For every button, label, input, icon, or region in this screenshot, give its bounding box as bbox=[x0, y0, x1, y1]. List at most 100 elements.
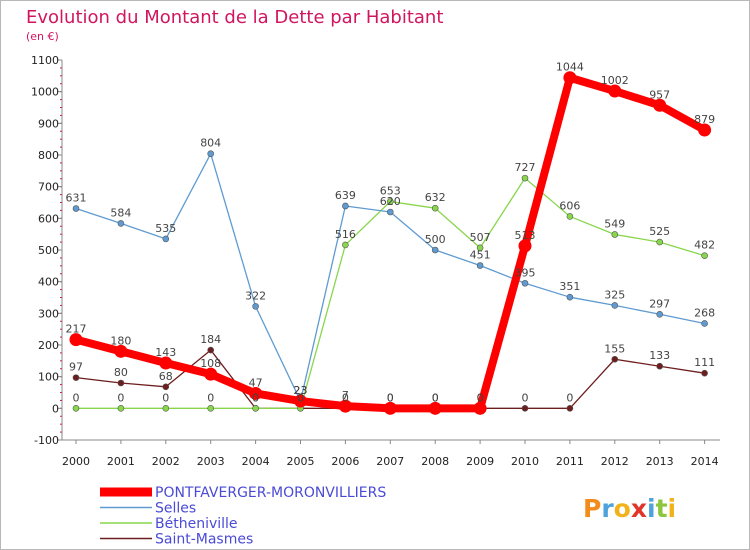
y-tick-label: 700 bbox=[38, 181, 59, 194]
data-point-pontfaverger-moronvilliers bbox=[69, 333, 83, 347]
x-tick-label: 2001 bbox=[107, 455, 135, 468]
legend-label: Saint-Masmes bbox=[155, 532, 253, 548]
value-label-saint-masmes: 80 bbox=[114, 366, 128, 379]
data-point-saint-masmes bbox=[207, 346, 214, 354]
data-point-saint-masmes bbox=[72, 374, 80, 381]
data-point-b-theniville bbox=[701, 252, 708, 259]
value-label-selles: 395 bbox=[515, 266, 536, 279]
value-label-b-theniville: 727 bbox=[515, 161, 536, 174]
value-label-saint-masmes: 0 bbox=[522, 391, 529, 404]
y-tick-label: 600 bbox=[38, 212, 59, 225]
logo-text: Proxiti bbox=[583, 494, 676, 523]
value-label-b-theniville: 653 bbox=[380, 185, 401, 198]
data-point-selles bbox=[656, 310, 664, 318]
value-label-pontfaverger-moronvilliers: 143 bbox=[155, 346, 176, 359]
value-label-b-theniville: 516 bbox=[335, 228, 356, 241]
value-label-saint-masmes: 111 bbox=[694, 356, 715, 369]
value-label-selles: 325 bbox=[604, 288, 625, 301]
value-label-selles: 23 bbox=[294, 384, 308, 397]
value-label-pontfaverger-moronvilliers: 217 bbox=[66, 323, 87, 336]
axes: -100010020030040050060070080090010001100… bbox=[31, 54, 720, 468]
data-point-b-theniville bbox=[117, 405, 125, 412]
data-point-b-theniville bbox=[72, 405, 80, 412]
value-label-selles: 584 bbox=[110, 206, 131, 219]
data-point-pontfaverger-moronvilliers bbox=[518, 239, 532, 253]
value-label-b-theniville: 507 bbox=[470, 231, 491, 244]
value-label-selles: 500 bbox=[425, 233, 446, 246]
value-label-saint-masmes: 68 bbox=[159, 370, 173, 383]
data-point-pontfaverger-moronvilliers bbox=[428, 401, 442, 415]
proxiti-logo: Proxiti bbox=[583, 494, 676, 523]
value-label-b-theniville: 0 bbox=[73, 391, 80, 404]
y-tick-label: 800 bbox=[38, 149, 59, 162]
value-label-b-theniville: 482 bbox=[694, 239, 715, 252]
data-point-b-theniville bbox=[566, 213, 574, 220]
value-label-pontfaverger-moronvilliers: 7 bbox=[342, 389, 349, 402]
value-label-b-theniville: 525 bbox=[649, 225, 670, 238]
value-label-pontfaverger-moronvilliers: 1044 bbox=[556, 61, 584, 74]
value-label-selles: 451 bbox=[470, 249, 491, 262]
data-point-saint-masmes bbox=[162, 383, 170, 391]
x-tick-label: 2009 bbox=[466, 455, 494, 468]
x-tick-label: 2005 bbox=[287, 455, 315, 468]
data-point-b-theniville bbox=[611, 231, 619, 238]
value-label-saint-masmes: 155 bbox=[604, 342, 625, 355]
data-point-pontfaverger-moronvilliers bbox=[563, 71, 577, 85]
data-point-selles bbox=[566, 293, 574, 301]
value-label-selles: 322 bbox=[245, 289, 266, 302]
value-label-b-theniville: 606 bbox=[559, 199, 580, 212]
chart-subtitle: (en €) bbox=[26, 30, 59, 43]
data-point-b-theniville bbox=[521, 174, 529, 182]
data-point-selles bbox=[162, 235, 170, 243]
data-point-saint-masmes bbox=[701, 369, 708, 377]
value-label-saint-masmes: 0 bbox=[566, 391, 573, 404]
x-tick-label: 2004 bbox=[242, 455, 270, 468]
x-tick-label: 2013 bbox=[646, 455, 674, 468]
data-point-saint-masmes bbox=[611, 355, 619, 363]
data-point-pontfaverger-moronvilliers bbox=[653, 98, 667, 112]
y-tick-label: 400 bbox=[38, 276, 59, 289]
value-label-saint-masmes: 184 bbox=[200, 333, 221, 346]
value-label-pontfaverger-moronvilliers: 0 bbox=[387, 391, 394, 404]
value-label-selles: 631 bbox=[66, 192, 87, 205]
data-point-b-theniville bbox=[162, 405, 170, 412]
x-tick-label: 2002 bbox=[152, 455, 180, 468]
data-point-b-theniville bbox=[386, 198, 394, 205]
data-point-pontfaverger-moronvilliers bbox=[294, 394, 307, 408]
data-point-selles bbox=[431, 246, 439, 254]
x-tick-label: 2011 bbox=[556, 455, 584, 468]
x-tick-label: 2012 bbox=[601, 455, 629, 468]
data-point-selles bbox=[476, 262, 484, 269]
value-label-pontfaverger-moronvilliers: 0 bbox=[432, 391, 439, 404]
data-point-selles bbox=[117, 220, 125, 227]
value-label-b-theniville: 0 bbox=[162, 391, 169, 404]
value-label-saint-masmes: 133 bbox=[649, 349, 670, 362]
data-point-saint-masmes bbox=[566, 405, 574, 412]
y-tick-label: 1100 bbox=[31, 54, 59, 67]
value-label-b-theniville: 549 bbox=[604, 217, 625, 230]
value-label-pontfaverger-moronvilliers: 957 bbox=[649, 88, 670, 101]
data-point-b-theniville bbox=[656, 238, 664, 246]
value-label-saint-masmes: 0 bbox=[297, 391, 304, 404]
data-point-pontfaverger-moronvilliers bbox=[608, 84, 622, 98]
value-label-pontfaverger-moronvilliers: 879 bbox=[694, 113, 715, 126]
x-tick-label: 2003 bbox=[197, 455, 225, 468]
data-point-b-theniville bbox=[252, 405, 259, 412]
x-tick-label: 2000 bbox=[62, 455, 90, 468]
data-point-selles bbox=[701, 320, 708, 327]
x-tick-label: 2006 bbox=[331, 455, 359, 468]
y-tick-label: -100 bbox=[34, 434, 59, 447]
value-label-selles: 804 bbox=[200, 137, 221, 150]
data-point-selles bbox=[342, 202, 349, 210]
value-label-selles: 351 bbox=[559, 280, 580, 293]
series-layer bbox=[69, 71, 712, 415]
data-point-b-theniville bbox=[342, 241, 349, 249]
value-label-pontfaverger-moronvilliers: 47 bbox=[249, 376, 263, 389]
x-tick-label: 2007 bbox=[376, 455, 404, 468]
data-point-selles bbox=[207, 150, 214, 158]
value-label-selles: 297 bbox=[649, 297, 670, 310]
value-label-saint-masmes: 0 bbox=[477, 391, 484, 404]
data-point-b-theniville bbox=[431, 204, 439, 212]
chart-title: Evolution du Montant de la Dette par Hab… bbox=[26, 7, 443, 28]
